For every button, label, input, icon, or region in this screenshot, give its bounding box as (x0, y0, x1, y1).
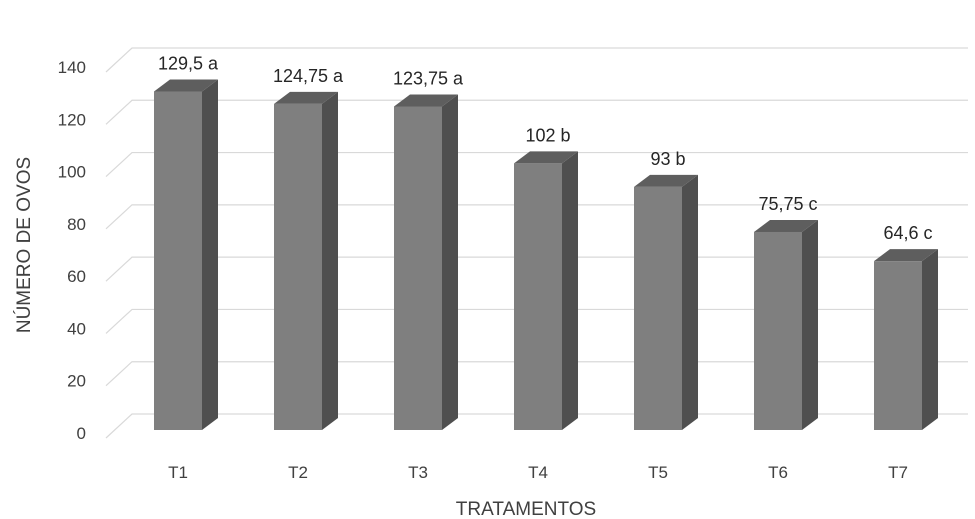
y-tick-label: 40 (67, 319, 86, 338)
y-tick-label: 120 (58, 110, 86, 129)
y-axis-title: NÚMERO DE OVOS (13, 157, 35, 333)
x-axis-tick-labels: T1 T2 T3 T4 T5 T6 T7 (168, 463, 908, 482)
gridline (105, 47, 968, 73)
bar (274, 91, 338, 430)
bar-side (922, 249, 938, 430)
bar-top (874, 249, 938, 262)
y-tick-label: 0 (77, 424, 86, 443)
x-tick-label: T3 (408, 463, 428, 482)
bar-side (202, 79, 218, 430)
x-tick-label: T6 (768, 463, 788, 482)
bar-side (802, 219, 818, 430)
bar-top (154, 79, 218, 92)
y-tick-label: 60 (67, 267, 86, 286)
y-tick-label: 100 (58, 163, 86, 182)
x-tick-label: T2 (288, 463, 308, 482)
data-label: 129,5 a (158, 53, 219, 73)
x-tick-label: T5 (648, 463, 668, 482)
bar-side (442, 94, 458, 430)
data-label: 102 b (525, 125, 570, 145)
x-axis-title: TRATAMENTOS (456, 499, 596, 519)
bar-front (874, 261, 922, 430)
bar (394, 94, 458, 430)
data-label: 93 b (650, 149, 685, 169)
gridline (105, 99, 968, 125)
bar-front (154, 91, 202, 430)
bar (634, 174, 698, 430)
data-label: 75,75 c (758, 194, 817, 214)
bar (514, 151, 578, 431)
bar-side (322, 91, 338, 430)
bars (154, 79, 938, 431)
bar (754, 219, 818, 430)
gridline (105, 151, 968, 178)
data-label: 64,6 c (883, 223, 932, 243)
bar-front (274, 103, 322, 430)
bar-side (562, 151, 578, 431)
data-label: 124,75 a (273, 66, 344, 86)
y-tick-label: 20 (67, 372, 86, 391)
bar-top (274, 91, 338, 104)
bar-top (754, 219, 818, 232)
bar-top (514, 151, 578, 164)
x-tick-label: T4 (528, 463, 548, 482)
x-tick-label: T7 (888, 463, 908, 482)
bar-side (682, 174, 698, 430)
gridlines (105, 47, 968, 439)
data-labels: 129,5 a 124,75 a 123,75 a 102 b 93 b 75,75 c 6… (158, 53, 933, 243)
x-tick-label: T1 (168, 463, 188, 482)
bar-top (394, 94, 458, 107)
bar (154, 79, 218, 430)
bar-top (634, 174, 698, 187)
y-tick-label: 80 (67, 215, 86, 234)
bar-front (634, 186, 682, 430)
bar-front (754, 231, 802, 430)
data-label: 123,75 a (393, 68, 464, 88)
bar-front (394, 106, 442, 430)
bar (874, 249, 938, 430)
bar-front (514, 163, 562, 431)
y-tick-label: 140 (58, 58, 86, 77)
y-axis-tick-labels: 0 20 40 60 80 100 120 140 (58, 58, 86, 443)
